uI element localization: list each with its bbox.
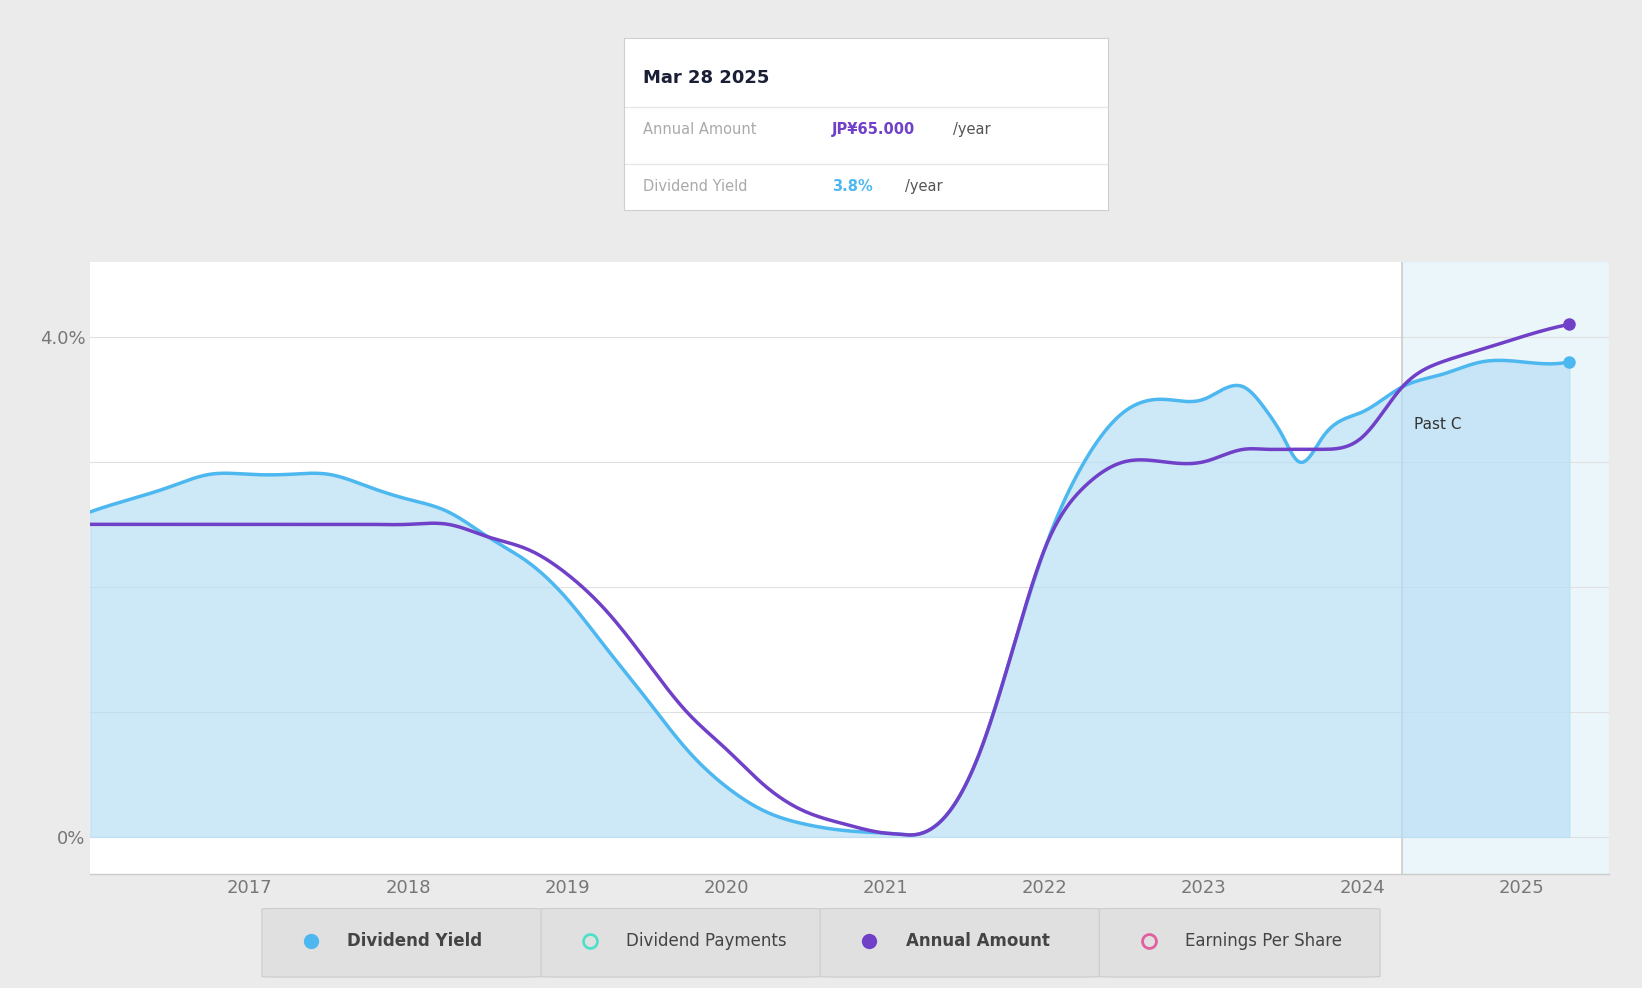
Text: Annual Amount: Annual Amount	[906, 932, 1049, 950]
FancyBboxPatch shape	[540, 909, 821, 977]
Text: Past C: Past C	[1414, 417, 1461, 432]
Text: Earnings Per Share: Earnings Per Share	[1186, 932, 1342, 950]
FancyBboxPatch shape	[1100, 909, 1381, 977]
Text: Dividend Payments: Dividend Payments	[627, 932, 787, 950]
Bar	[1402, 262, 1609, 874]
FancyBboxPatch shape	[263, 909, 542, 977]
Text: Annual Amount: Annual Amount	[644, 122, 757, 136]
Text: /year: /year	[905, 179, 943, 194]
Text: Mar 28 2025: Mar 28 2025	[644, 69, 770, 87]
Text: Dividend Yield: Dividend Yield	[348, 932, 483, 950]
Text: JP¥65.000: JP¥65.000	[832, 122, 916, 136]
FancyBboxPatch shape	[819, 909, 1100, 977]
Text: /year: /year	[954, 122, 992, 136]
Text: 3.8%: 3.8%	[832, 179, 874, 194]
Text: Dividend Yield: Dividend Yield	[644, 179, 747, 194]
